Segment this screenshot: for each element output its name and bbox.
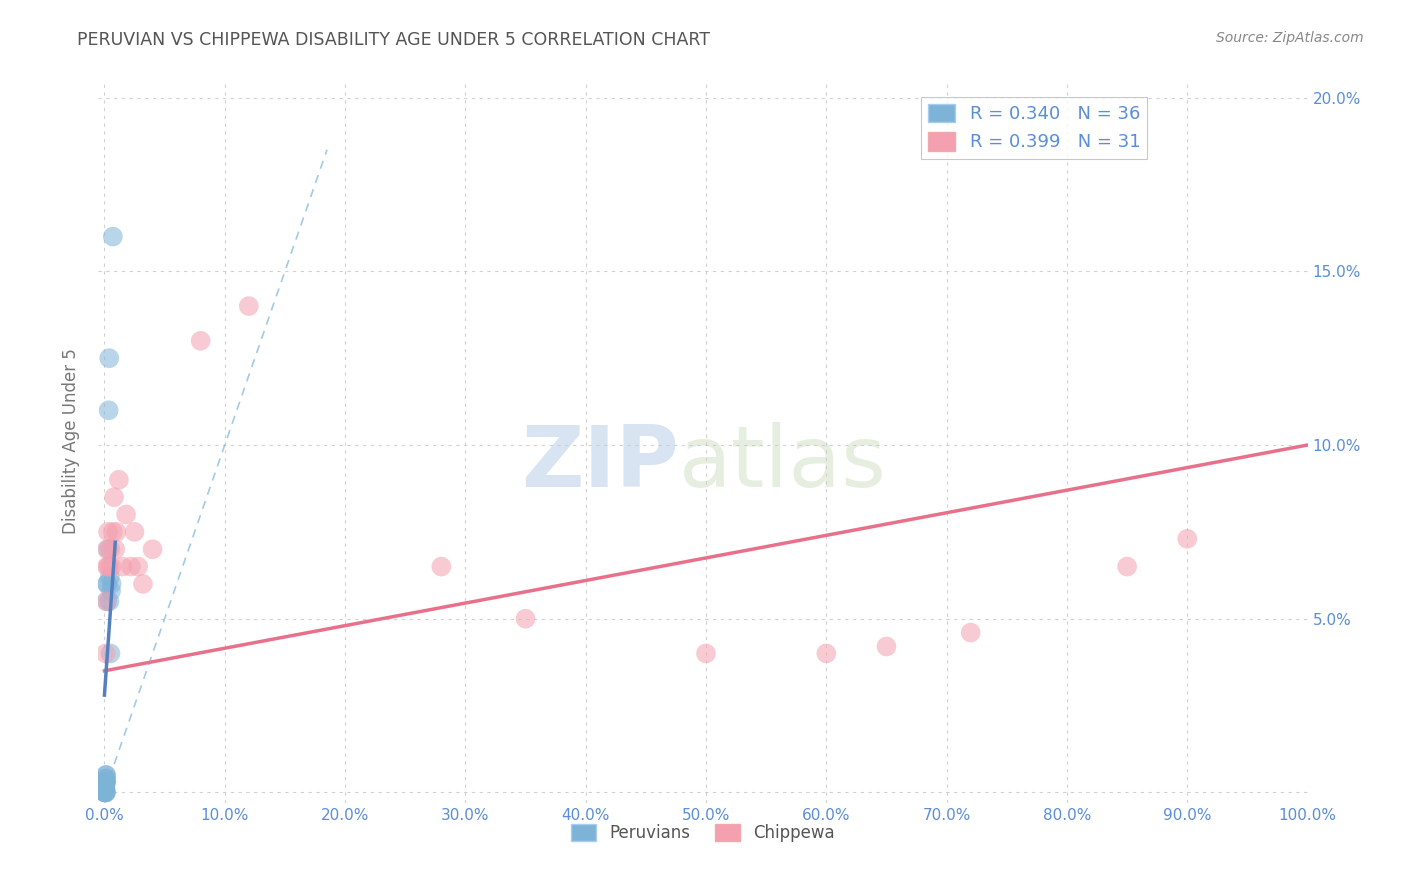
Point	[94, 775, 117, 789]
Point	[430, 559, 453, 574]
Legend: Peruvians, Chippewa: Peruvians, Chippewa	[564, 817, 842, 848]
Point	[105, 524, 128, 539]
Point	[94, 775, 117, 789]
Point	[94, 781, 117, 796]
Point	[101, 524, 124, 539]
Point	[94, 775, 117, 789]
Point	[108, 473, 131, 487]
Point	[100, 559, 122, 574]
Text: Source: ZipAtlas.com: Source: ZipAtlas.com	[1216, 31, 1364, 45]
Y-axis label: Disability Age Under 5: Disability Age Under 5	[62, 349, 80, 534]
Point	[515, 612, 537, 626]
Point	[1116, 559, 1139, 574]
Point	[100, 647, 122, 661]
Point	[94, 768, 117, 782]
Point	[695, 647, 717, 661]
Point	[101, 229, 124, 244]
Point	[100, 577, 122, 591]
Point	[94, 785, 117, 799]
Point	[96, 542, 118, 557]
Point	[98, 559, 121, 574]
Point	[96, 594, 118, 608]
Point	[96, 594, 118, 608]
Point	[96, 785, 118, 799]
Text: PERUVIAN VS CHIPPEWA DISABILITY AGE UNDER 5 CORRELATION CHART: PERUVIAN VS CHIPPEWA DISABILITY AGE UNDE…	[77, 31, 710, 49]
Point	[120, 559, 142, 574]
Point	[97, 559, 120, 574]
Point	[98, 570, 121, 584]
Point	[959, 625, 981, 640]
Point	[875, 640, 897, 654]
Point	[94, 647, 117, 661]
Point	[96, 559, 118, 574]
Point	[97, 403, 120, 417]
Text: atlas: atlas	[679, 422, 887, 505]
Point	[94, 785, 117, 799]
Point	[94, 785, 117, 799]
Point	[115, 508, 138, 522]
Point	[96, 775, 118, 789]
Point	[127, 559, 149, 574]
Point	[103, 490, 125, 504]
Point	[94, 779, 117, 793]
Point	[94, 781, 117, 796]
Point	[238, 299, 260, 313]
Point	[97, 524, 120, 539]
Point	[94, 779, 117, 793]
Point	[94, 785, 117, 799]
Point	[96, 577, 118, 591]
Point	[132, 577, 155, 591]
Point	[94, 781, 117, 796]
Point	[1175, 532, 1198, 546]
Point	[142, 542, 165, 557]
Point	[124, 524, 146, 539]
Point	[94, 781, 117, 796]
Point	[98, 594, 121, 608]
Point	[94, 775, 117, 789]
Point	[190, 334, 212, 348]
Point	[94, 772, 117, 786]
Text: ZIP: ZIP	[522, 422, 679, 505]
Point	[815, 647, 838, 661]
Point	[94, 785, 117, 799]
Point	[96, 577, 118, 591]
Point	[94, 781, 117, 796]
Point	[98, 351, 121, 366]
Point	[111, 559, 134, 574]
Point	[94, 772, 117, 786]
Point	[100, 542, 122, 557]
Point	[104, 542, 127, 557]
Point	[97, 542, 120, 557]
Point	[94, 768, 117, 782]
Point	[94, 779, 117, 793]
Point	[100, 583, 122, 598]
Point	[93, 785, 115, 799]
